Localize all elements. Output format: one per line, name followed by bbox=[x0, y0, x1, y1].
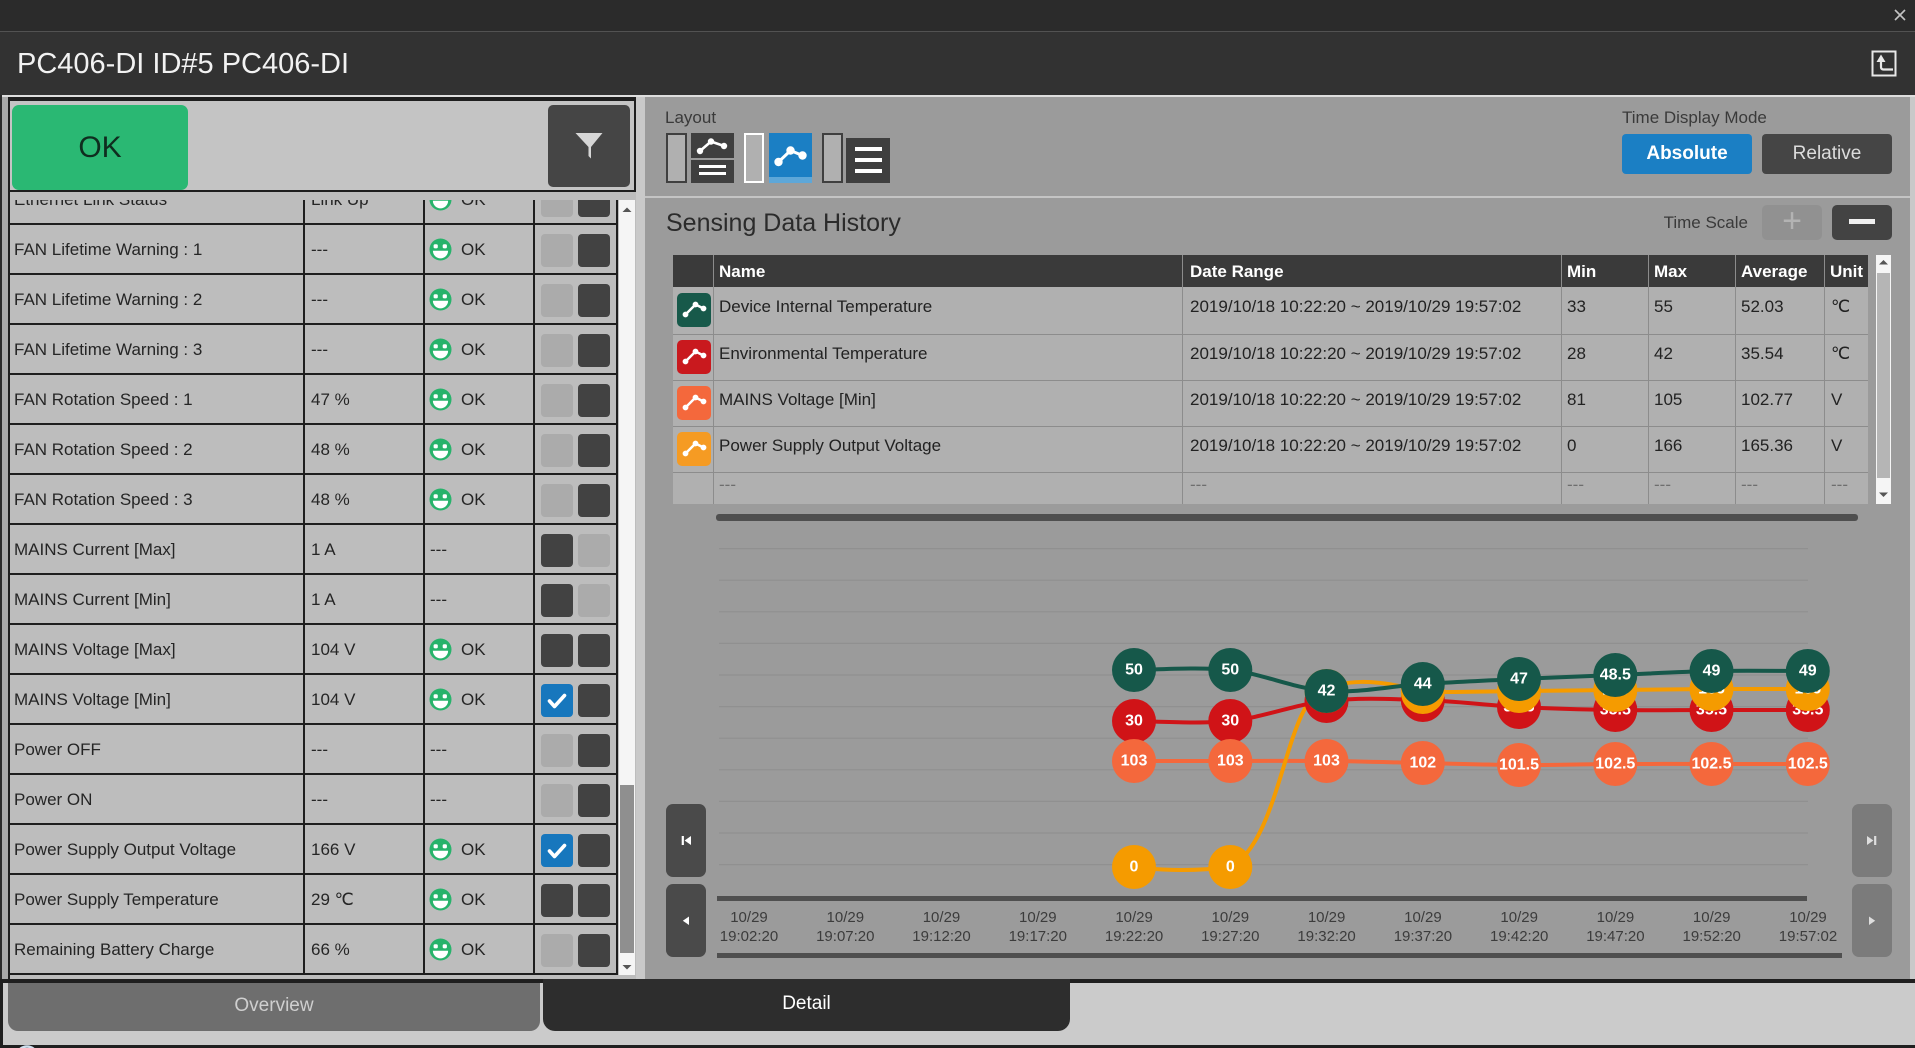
svg-text:10/29: 10/29 bbox=[1693, 909, 1731, 926]
svg-text:10/29: 10/29 bbox=[1019, 909, 1057, 926]
svg-text:50: 50 bbox=[1125, 662, 1143, 679]
svg-text:10/29: 10/29 bbox=[1404, 909, 1442, 926]
svg-text:10/29: 10/29 bbox=[1597, 909, 1635, 926]
svg-text:44: 44 bbox=[1414, 676, 1432, 693]
svg-text:19:07:20: 19:07:20 bbox=[816, 928, 874, 945]
svg-text:10/29: 10/29 bbox=[1115, 909, 1153, 926]
svg-text:42: 42 bbox=[1318, 683, 1336, 700]
svg-text:30: 30 bbox=[1125, 713, 1143, 730]
svg-text:47: 47 bbox=[1510, 671, 1528, 688]
svg-text:10/29: 10/29 bbox=[827, 909, 865, 926]
svg-text:49: 49 bbox=[1799, 663, 1817, 680]
svg-text:103: 103 bbox=[1121, 753, 1148, 770]
svg-text:10/29: 10/29 bbox=[730, 909, 768, 926]
svg-text:102.5: 102.5 bbox=[1691, 756, 1731, 773]
svg-text:19:57:02: 19:57:02 bbox=[1779, 928, 1837, 945]
svg-text:49: 49 bbox=[1703, 663, 1721, 680]
svg-text:103: 103 bbox=[1217, 753, 1244, 770]
svg-text:19:52:20: 19:52:20 bbox=[1683, 928, 1741, 945]
svg-text:102.5: 102.5 bbox=[1788, 756, 1828, 773]
svg-text:48.5: 48.5 bbox=[1600, 667, 1631, 684]
svg-text:10/29: 10/29 bbox=[1500, 909, 1538, 926]
svg-text:19:42:20: 19:42:20 bbox=[1490, 928, 1548, 945]
svg-text:19:32:20: 19:32:20 bbox=[1297, 928, 1355, 945]
svg-text:10/29: 10/29 bbox=[923, 909, 961, 926]
svg-text:102.5: 102.5 bbox=[1595, 756, 1635, 773]
svg-text:19:27:20: 19:27:20 bbox=[1201, 928, 1259, 945]
svg-text:19:22:20: 19:22:20 bbox=[1105, 928, 1163, 945]
svg-text:19:17:20: 19:17:20 bbox=[1009, 928, 1067, 945]
svg-text:19:37:20: 19:37:20 bbox=[1394, 928, 1452, 945]
svg-text:10/29: 10/29 bbox=[1212, 909, 1250, 926]
svg-text:0: 0 bbox=[1226, 859, 1235, 876]
svg-text:103: 103 bbox=[1313, 753, 1340, 770]
svg-text:10/29: 10/29 bbox=[1789, 909, 1827, 926]
svg-text:19:02:20: 19:02:20 bbox=[720, 928, 778, 945]
svg-text:101.5: 101.5 bbox=[1499, 757, 1539, 774]
svg-text:30: 30 bbox=[1221, 713, 1239, 730]
svg-text:19:12:20: 19:12:20 bbox=[912, 928, 970, 945]
svg-text:50: 50 bbox=[1221, 662, 1239, 679]
svg-text:19:47:20: 19:47:20 bbox=[1586, 928, 1644, 945]
svg-text:10/29: 10/29 bbox=[1308, 909, 1346, 926]
svg-text:102: 102 bbox=[1409, 755, 1436, 772]
svg-text:0: 0 bbox=[1130, 859, 1139, 876]
